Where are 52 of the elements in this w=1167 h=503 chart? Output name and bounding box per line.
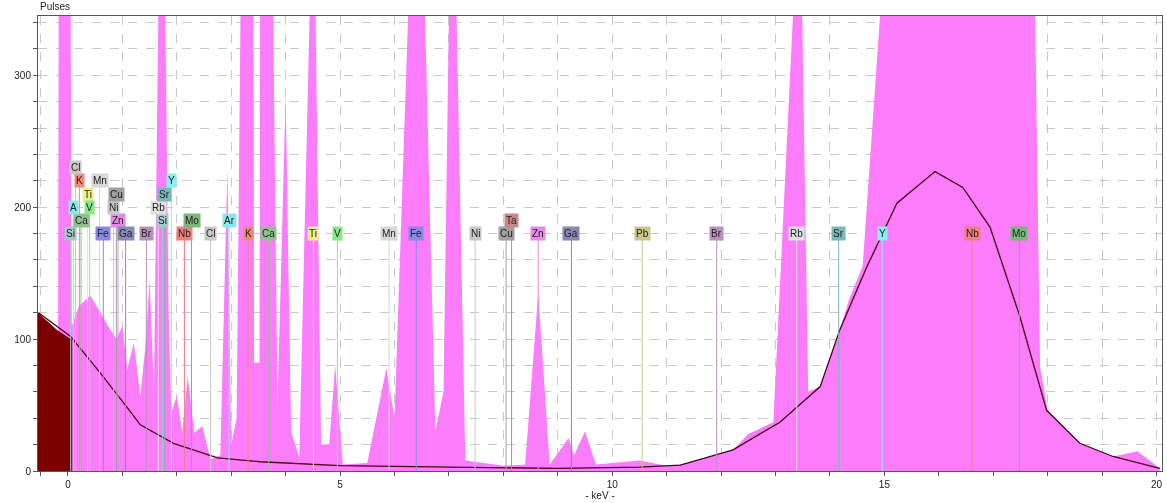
ref-line-label: Sr (159, 189, 170, 200)
ref-line-label: Cl (206, 228, 216, 239)
y-tick-label: 200 (14, 201, 32, 213)
ref-line-label: Cu (110, 189, 123, 200)
ref-line-label: Pb (636, 228, 649, 239)
y-tick-label: 300 (14, 69, 32, 81)
y-tick-label: 100 (14, 333, 32, 345)
ref-line-label: Ga (564, 228, 578, 239)
y-tick-label: 0 (25, 465, 32, 477)
ref-line-label: A (70, 202, 77, 213)
ref-line-label: Fe (410, 228, 423, 239)
ref-line-label: Ti (84, 189, 92, 200)
y-axis-title: Pulses (40, 1, 71, 12)
ref-line-label: Y (879, 228, 886, 239)
ref-line-label: Ti (309, 228, 317, 239)
ref-line-label: Cl (71, 162, 81, 173)
ref-line-label: Sr (833, 228, 844, 239)
ref-line-label: Br (141, 228, 152, 239)
x-axis-title: - keV - (585, 490, 615, 501)
ref-line-label: Zn (112, 215, 124, 226)
ref-line-label: Cu (500, 228, 513, 239)
ref-line-label: Zn (532, 228, 544, 239)
ref-line-label: Fe (97, 228, 110, 239)
ref-line-label: K (245, 228, 252, 239)
ref-line-label: Mo (185, 215, 200, 226)
ref-line-label: Ni (471, 228, 481, 239)
ref-line-label: Mo (1012, 228, 1027, 239)
ref-line-label: V (86, 202, 93, 213)
ref-line-label: Nb (966, 228, 980, 239)
ref-line-label: Ar (224, 215, 235, 226)
ref-line-label: Br (711, 228, 722, 239)
ref-line-label: Mn (382, 228, 396, 239)
ref-line-label: Mn (93, 175, 107, 186)
x-tick-label: 0 (65, 479, 72, 490)
ref-line-label: Y (168, 175, 175, 186)
ref-line-label: Rb (790, 228, 804, 239)
ref-line-label: K (76, 175, 83, 186)
ref-line-label: Nb (178, 228, 192, 239)
line-series (38, 170, 1161, 470)
ref-line-label: Ca (75, 215, 89, 226)
ref-line-label: V (334, 228, 341, 239)
ref-line-label: Ga (119, 228, 133, 239)
x-tick-label: 20 (1151, 479, 1163, 490)
x-tick-label: 5 (337, 479, 344, 490)
ref-line-label: Ni (109, 202, 119, 213)
ref-line-label: Si (158, 215, 167, 226)
ref-line-label: Ca (262, 228, 276, 239)
ref-line-label: Si (66, 228, 75, 239)
ref-line-label: Rb (152, 202, 166, 213)
x-tick-label: 10 (606, 479, 619, 490)
x-tick-label: 15 (878, 479, 891, 490)
ref-line-label: Ta (506, 215, 517, 226)
